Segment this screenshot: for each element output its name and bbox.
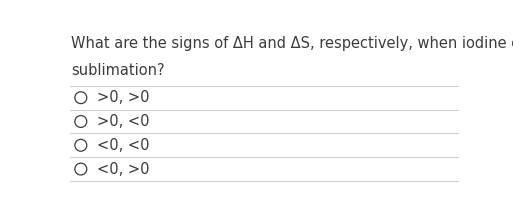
- Text: <0, >0: <0, >0: [97, 162, 149, 177]
- Text: >0, <0: >0, <0: [97, 114, 149, 129]
- Text: <0, <0: <0, <0: [97, 138, 149, 153]
- Text: sublimation?: sublimation?: [71, 63, 165, 78]
- Text: What are the signs of ΔH and ΔS, respectively, when iodine crystals undergo: What are the signs of ΔH and ΔS, respect…: [71, 36, 513, 51]
- Text: >0, >0: >0, >0: [97, 90, 149, 105]
